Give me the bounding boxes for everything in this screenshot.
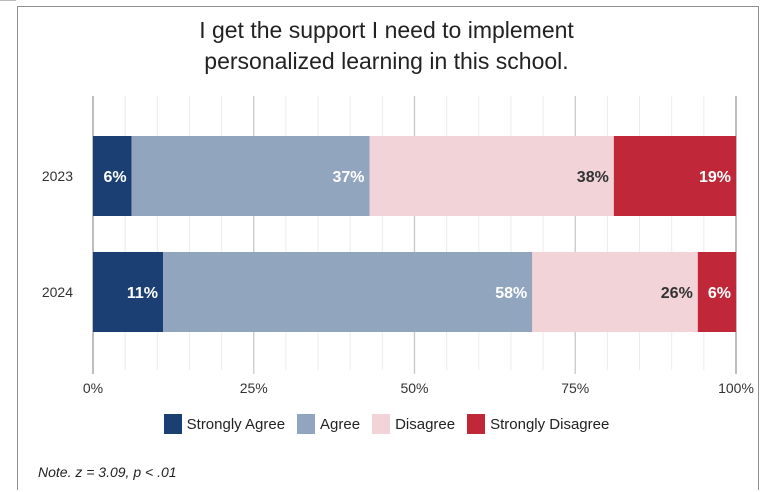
bar-value-label: 6% — [708, 285, 731, 302]
bar-value-label: 19% — [699, 169, 731, 186]
legend-swatch — [297, 414, 316, 434]
y-category-label: 2023 — [42, 168, 73, 184]
corner-mark — [0, 0, 16, 17]
chart-frame — [17, 6, 759, 490]
bar-segment — [163, 252, 533, 332]
data-labels: 6% 37% 38% 19% 11% 58% 26% 6% — [103, 169, 731, 302]
x-tick-label: 0% — [83, 380, 103, 396]
footnote: Note. z = 3.09, p < .01 — [38, 464, 177, 480]
legend-label: Strongly Disagree — [490, 415, 610, 433]
bar-segment — [93, 252, 164, 332]
legend-item: Strongly Disagree — [467, 414, 609, 434]
legend: Strongly Agree Agree Disagree Strongly Disa… — [0, 414, 773, 434]
bar-segment — [697, 252, 736, 332]
bar-value-label: 38% — [577, 169, 609, 186]
chart-title-line-2: personalized learning in this school. — [204, 48, 569, 74]
legend-swatch — [372, 414, 391, 434]
bar-value-label: 58% — [495, 285, 527, 302]
legend-label: Strongly Agree — [186, 415, 286, 433]
chart-title: I get the support I need to implement pe… — [0, 15, 773, 77]
bar-value-label: 26% — [661, 285, 693, 302]
bar-value-label: 6% — [103, 169, 126, 186]
bar-segment — [613, 136, 736, 216]
x-tick-label: 25% — [240, 380, 268, 396]
legend-label: Agree — [320, 415, 361, 433]
axis-labels: 0% 25% 50% 75% 100% 2023 2024 — [42, 168, 754, 396]
bar-segment — [532, 252, 698, 332]
legend-item: Agree — [297, 414, 360, 434]
legend-item: Disagree — [372, 414, 455, 434]
x-tick-label: 100% — [718, 380, 754, 396]
bar-value-label: 37% — [332, 169, 364, 186]
bar-segment — [369, 136, 614, 216]
legend-label: Disagree — [395, 415, 456, 433]
y-category-label: 2024 — [42, 284, 73, 300]
legend-swatch — [163, 414, 182, 434]
legend-swatch — [467, 414, 486, 434]
bars — [93, 136, 736, 332]
legend-item: Strongly Agree — [163, 414, 286, 434]
bar-value-label: 11% — [127, 285, 158, 302]
x-tick-label: 50% — [400, 380, 428, 396]
bar-segment — [93, 136, 132, 216]
x-tick-label: 75% — [561, 380, 589, 396]
chart-title-line-1: I get the support I need to implement — [199, 17, 574, 43]
bar-segment — [131, 136, 370, 216]
